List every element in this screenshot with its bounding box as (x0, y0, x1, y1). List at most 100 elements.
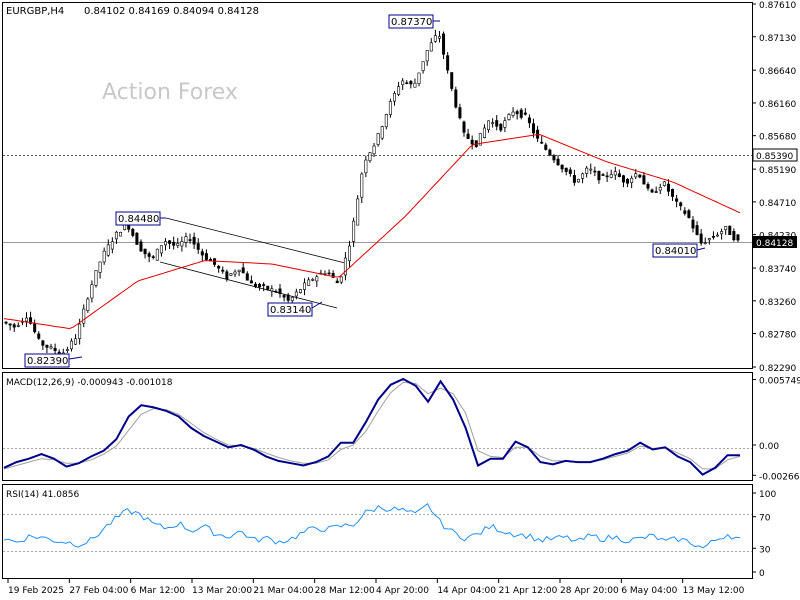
price-tick-label: 0.87130 (759, 34, 796, 44)
candle-body (192, 236, 196, 245)
candle-body (298, 289, 302, 294)
macd-tick-label: -0.002663 (759, 472, 800, 482)
watermark: Action Forex (102, 80, 238, 105)
candle-body (29, 317, 33, 324)
candle-body (666, 183, 670, 192)
annotation-peak-text: 0.87370 (391, 17, 432, 28)
candle-body (728, 225, 732, 236)
candle-body (695, 225, 699, 235)
candle-body (380, 126, 384, 139)
candle-body (356, 198, 360, 226)
channel-upper-line (165, 217, 346, 264)
annotation-start-low-label: 0.82390 (24, 353, 83, 368)
candle-body (229, 273, 233, 276)
candle-body (397, 86, 401, 95)
candle-body (437, 36, 441, 39)
candle-body (523, 112, 527, 115)
time-tick-label: 6 May 04:00 (621, 586, 677, 596)
candle-body (376, 133, 380, 145)
candle-body (8, 323, 12, 326)
candle-body (736, 234, 740, 241)
rsi-tick-label: 70 (759, 514, 771, 524)
candle-body (143, 248, 147, 255)
candle-body (16, 325, 20, 327)
candle-body (41, 340, 45, 346)
time-tick-label: 21 Mar 04:00 (253, 586, 313, 596)
candle-body (544, 144, 548, 150)
macd-tick-label: 0.005749 (759, 377, 800, 387)
candle-body (258, 283, 262, 287)
price-tick-label: 0.83260 (759, 298, 796, 308)
candle-body (581, 173, 585, 179)
current-price-text: 0.84128 (756, 239, 793, 249)
candle-body (311, 279, 315, 281)
candle-body (401, 80, 405, 86)
candle-body (707, 238, 711, 241)
candle-body (131, 228, 135, 236)
candle-body (176, 243, 180, 246)
candle-body (139, 241, 143, 252)
candle-body (372, 145, 376, 155)
time-tick-label: 13 Mar 20:00 (192, 586, 252, 596)
candle-body (204, 253, 208, 260)
candle-body (147, 253, 151, 257)
candle-body (225, 271, 229, 280)
candle-body (57, 351, 61, 354)
time-tick-label: 4 Apr 20:00 (376, 586, 429, 596)
candle-body (446, 55, 450, 71)
candle-body (69, 340, 73, 350)
candle-body (360, 173, 364, 198)
candle-body (217, 266, 221, 269)
candle-body (540, 141, 544, 144)
candle-body (294, 291, 298, 297)
candle-body (331, 273, 335, 278)
candle-body (560, 164, 564, 170)
annotation-start-low-text: 0.82390 (27, 356, 68, 367)
candle-body (576, 178, 580, 183)
candle-body (74, 338, 78, 345)
annotation-high-label: 0.84480 (115, 211, 166, 226)
candle-body (49, 346, 53, 349)
candle-body (335, 280, 339, 284)
candle-body (511, 111, 515, 116)
price-tick-label: 0.83740 (759, 265, 796, 275)
candle-body (45, 344, 49, 348)
candle-body (564, 167, 568, 172)
candle-body (556, 158, 560, 166)
candle-body (454, 89, 458, 108)
candle-body (646, 184, 650, 189)
price-tick-label: 0.85190 (759, 166, 796, 176)
candle-body (94, 270, 98, 286)
price-tick-label: 0.86160 (759, 100, 796, 110)
candle-body (12, 324, 16, 328)
candle-body (413, 82, 417, 88)
candle-body (507, 114, 511, 120)
candle-body (532, 123, 536, 134)
candle-body (589, 168, 593, 171)
candle-body (679, 202, 683, 207)
candle-body (164, 241, 168, 246)
candle-body (462, 121, 466, 133)
candle-body (703, 242, 707, 244)
time-tick-label: 13 May 12:00 (683, 586, 745, 596)
candle-body (343, 257, 347, 276)
candles (4, 29, 740, 358)
moving-average-line (3, 133, 741, 330)
time-tick-label: 28 Apr 20:00 (560, 586, 619, 596)
candle-body (168, 240, 172, 244)
candle-body (671, 188, 675, 197)
candle-body (650, 189, 654, 193)
candle-body (110, 241, 114, 250)
candle-body (621, 175, 625, 183)
candle-body (605, 175, 609, 178)
price-tick-label: 0.82780 (759, 331, 796, 341)
candle-body (278, 288, 282, 294)
candle-body (249, 280, 253, 284)
candle-body (442, 33, 446, 55)
candle-body (450, 72, 454, 89)
time-tick-label: 19 Feb 2025 (8, 586, 64, 596)
current-price-box: 0.84128 (753, 236, 797, 249)
candle-body (135, 232, 139, 245)
candle-body (552, 155, 556, 161)
